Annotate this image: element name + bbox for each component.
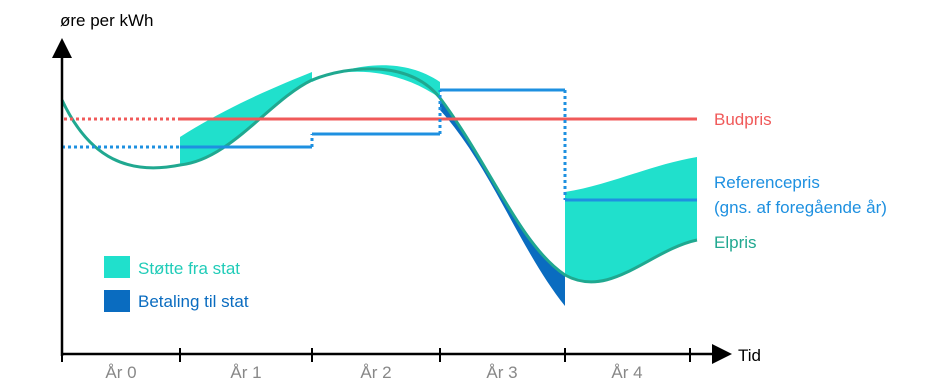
legend-payment-swatch xyxy=(104,290,130,312)
referencepris-label-line1: Referencepris xyxy=(714,173,820,192)
support-area-year3-4 xyxy=(565,157,697,282)
legend-payment-label: Betaling til stat xyxy=(138,292,249,311)
elpris-curve xyxy=(60,67,698,284)
referencepris-label-line2: (gns. af foregående år) xyxy=(714,198,887,217)
year-label-2: År 2 xyxy=(360,363,391,382)
legend-support-label: Støtte fra stat xyxy=(138,259,240,278)
year-label-4: År 4 xyxy=(611,363,642,382)
y-axis-label: øre per kWh xyxy=(60,11,154,30)
support-area-year1-2 xyxy=(180,65,440,165)
payment-area-year3 xyxy=(440,98,565,306)
year-label-1: År 1 xyxy=(230,363,261,382)
year-label-3: År 3 xyxy=(486,363,517,382)
budpris-label: Budpris xyxy=(714,110,772,129)
elpris-label: Elpris xyxy=(714,233,757,252)
year-label-0: År 0 xyxy=(105,363,136,382)
x-axis-label: Tid xyxy=(738,346,761,365)
legend-support-swatch xyxy=(104,256,130,278)
